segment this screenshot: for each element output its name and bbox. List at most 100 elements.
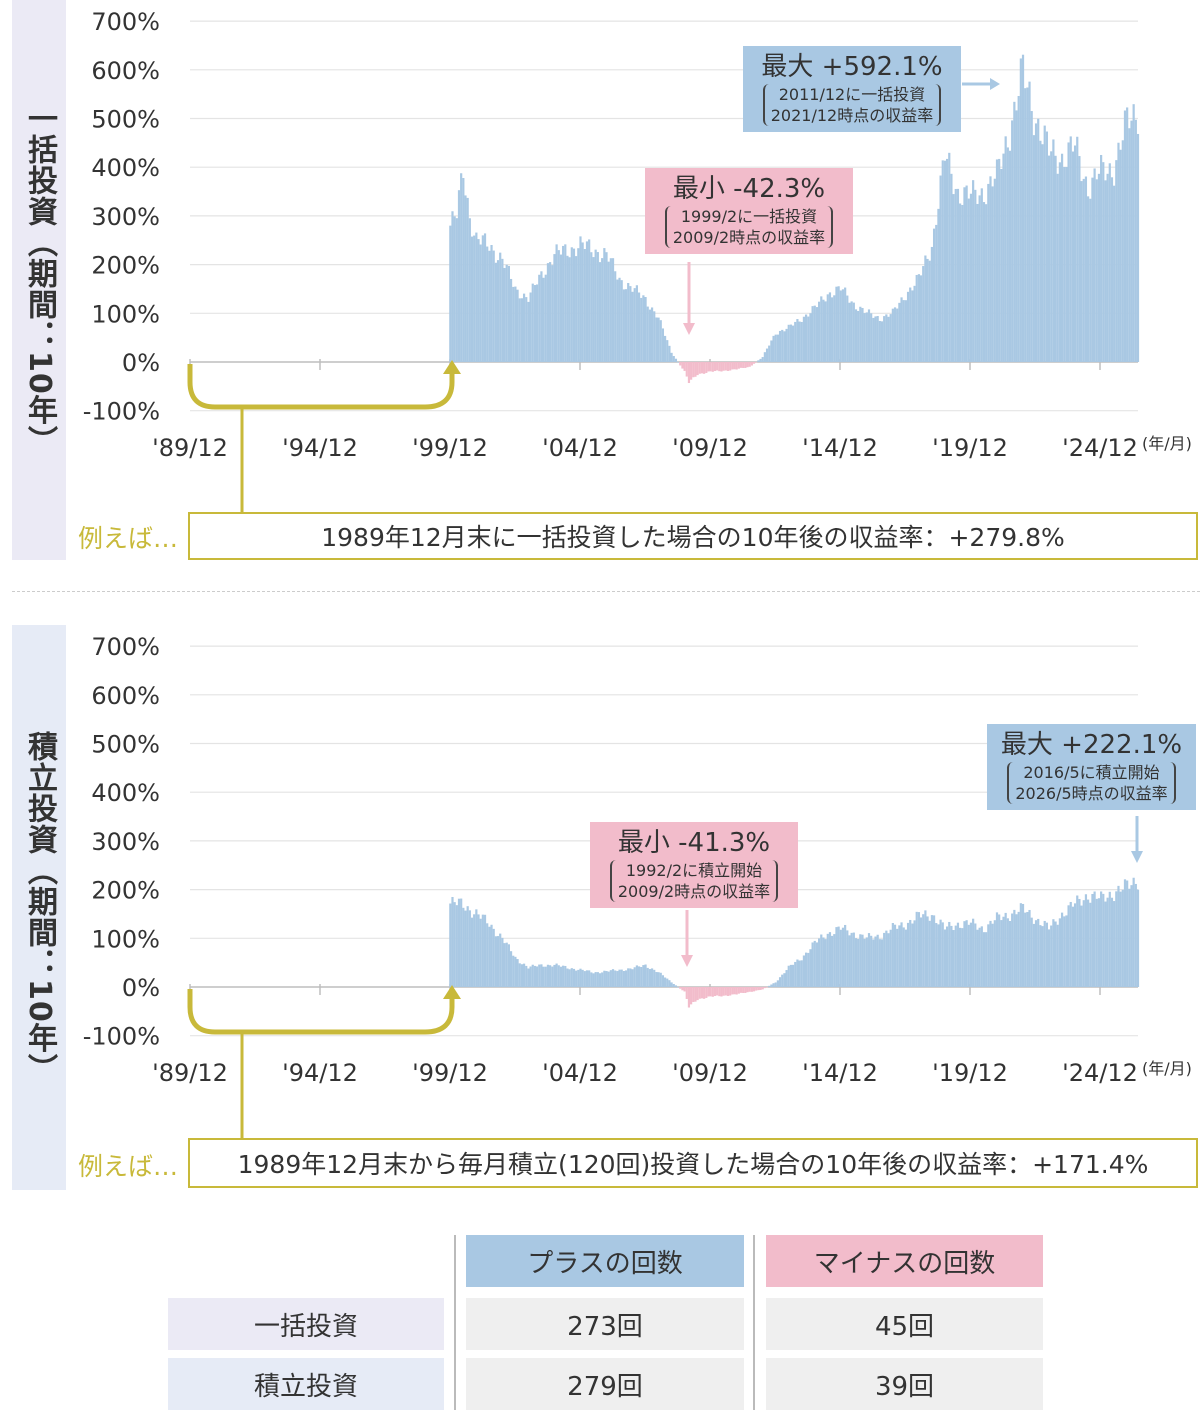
side-label-lump: 一括投資（期間：10年） — [12, 0, 66, 560]
bar — [1102, 893, 1105, 987]
bar — [789, 324, 793, 362]
bar — [1097, 898, 1101, 987]
bar — [460, 173, 463, 362]
bar — [527, 968, 530, 987]
bar — [724, 362, 727, 371]
bar — [538, 964, 541, 987]
bar — [1037, 918, 1040, 987]
bar — [1060, 912, 1064, 987]
bar — [846, 295, 849, 362]
bar — [885, 930, 888, 987]
bar — [674, 985, 678, 987]
bar — [1110, 177, 1114, 362]
bar — [722, 362, 725, 371]
bar — [661, 328, 665, 362]
bar — [1030, 917, 1033, 987]
bar — [486, 923, 489, 987]
bar — [1080, 181, 1083, 362]
x-tick-label: '19/12 — [932, 1059, 1008, 1087]
bar — [703, 362, 706, 374]
bar — [1056, 924, 1059, 987]
bar — [991, 923, 994, 987]
table-header-minus: マイナスの回数 — [766, 1235, 1043, 1287]
bar — [731, 987, 734, 995]
bar — [592, 257, 595, 362]
bar — [865, 937, 868, 987]
bar — [972, 180, 975, 362]
bar — [939, 919, 942, 987]
bar — [954, 188, 957, 362]
bar — [603, 248, 606, 362]
bar — [863, 313, 866, 362]
bar — [512, 286, 515, 362]
bar — [800, 960, 803, 987]
x-tick-label: '94/12 — [282, 1059, 358, 1087]
bar — [833, 295, 836, 362]
bar — [696, 987, 699, 1001]
y-tick-label: 700% — [91, 633, 160, 661]
bar — [1100, 154, 1103, 362]
bar — [1017, 911, 1020, 987]
bar — [978, 927, 981, 987]
bar — [926, 916, 929, 987]
bar — [748, 362, 751, 367]
bar — [644, 964, 647, 987]
bar — [635, 965, 638, 987]
bar — [1087, 899, 1090, 987]
bar — [880, 321, 884, 362]
bar — [1006, 918, 1009, 987]
bar — [1032, 135, 1035, 362]
bar — [850, 301, 853, 362]
y-tick-label: -100% — [83, 1023, 160, 1051]
bar — [774, 982, 777, 987]
bar — [963, 187, 966, 362]
bar — [932, 228, 936, 362]
bar — [683, 362, 686, 371]
bar — [1011, 120, 1014, 362]
bar — [646, 306, 649, 362]
bar — [993, 178, 996, 362]
bar — [1063, 167, 1066, 362]
bar — [596, 972, 599, 987]
bar — [815, 307, 819, 362]
bar — [807, 952, 810, 987]
bar — [787, 324, 790, 362]
y-tick-label: 700% — [91, 8, 160, 36]
bar — [1030, 111, 1033, 363]
bar — [690, 362, 693, 380]
bar — [913, 920, 916, 987]
bar — [588, 970, 591, 987]
bar — [622, 289, 625, 362]
accumulation-chart: 700% 600% 500% 400% 300% 200% 100% 0% -100% '89/1… — [83, 633, 1192, 1138]
bar — [794, 321, 797, 362]
bar — [748, 987, 751, 992]
bar — [685, 362, 688, 377]
lump-sum-chart: 700% 600% 500% 400% 300% 200% 100% 0% -100% '89/1… — [83, 8, 1192, 512]
bar — [607, 261, 610, 362]
bar — [915, 911, 918, 987]
bar — [874, 316, 877, 362]
bar — [705, 362, 708, 373]
max-callout-lump-line2: 2021/12時点の収益率 — [770, 106, 934, 125]
bar — [878, 939, 881, 987]
bar — [1134, 119, 1137, 362]
bar — [980, 188, 983, 362]
bar — [724, 987, 727, 996]
bars — [449, 54, 1140, 384]
bar — [1063, 916, 1066, 987]
bar — [776, 334, 779, 362]
bar — [677, 362, 680, 363]
bar — [796, 959, 799, 987]
table-cell-lump-plus: 273回 — [466, 1298, 744, 1350]
bar — [540, 271, 543, 362]
bar — [598, 973, 602, 987]
bar — [624, 289, 628, 362]
y-tick-label: 600% — [91, 57, 160, 85]
bar — [564, 965, 567, 987]
bar — [549, 262, 552, 362]
y-tick-label: 100% — [91, 925, 160, 953]
bar — [735, 987, 738, 995]
bar — [596, 252, 599, 362]
bar — [961, 928, 964, 987]
min-callout-lump-line2: 2009/2時点の収益率 — [672, 228, 826, 247]
